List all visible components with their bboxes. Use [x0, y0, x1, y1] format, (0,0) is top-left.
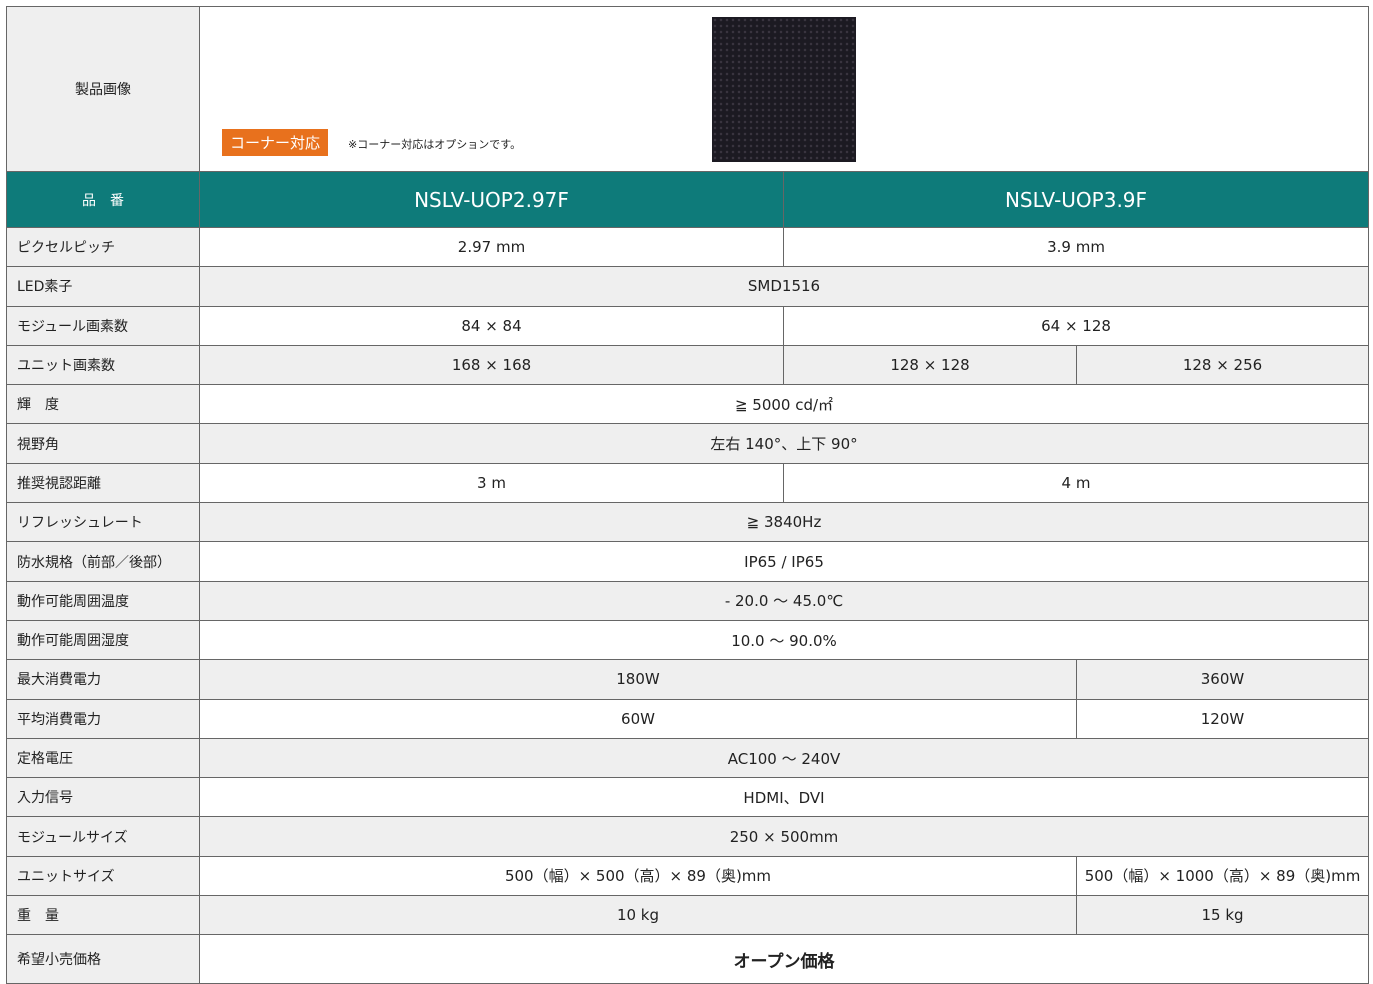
- spec-value: 60W: [199, 698, 1077, 739]
- spec-value: 120W: [1075, 698, 1370, 739]
- spec-row: 平均消費電力 60W 120W: [6, 698, 1370, 739]
- row-label: 動作可能周囲湿度: [6, 619, 200, 661]
- image-row: 製品画像 コーナー対応 ※コーナー対応はオプションです。: [6, 6, 1370, 172]
- spec-value: AC100 ～ 240V: [198, 737, 1370, 779]
- spec-row: 入力信号 HDMI、DVI: [6, 777, 1370, 818]
- spec-value: 168 × 168: [199, 344, 784, 386]
- spec-value: - 20.0 ～ 45.0℃: [198, 580, 1370, 621]
- spec-row: 輝 度 ≧ 5000 cd/㎡: [6, 384, 1370, 425]
- spec-value: 250 × 500mm: [198, 816, 1370, 857]
- spec-value: 360W: [1075, 659, 1370, 700]
- row-label: 定格電圧: [6, 737, 200, 779]
- spec-value: IP65 / IP65: [198, 541, 1370, 582]
- row-label: 視野角: [6, 423, 200, 464]
- corner-badge: コーナー対応: [222, 128, 329, 156]
- spec-row: 動作可能周囲温度 - 20.0 ～ 45.0℃: [6, 580, 1370, 621]
- spec-value: 左右 140°、上下 90°: [198, 423, 1370, 464]
- spec-value: オープン価格: [198, 934, 1370, 984]
- spec-row: LED素子 SMD1516: [6, 266, 1370, 307]
- header-row: 品 番 NSLV-UOP2.97F NSLV-UOP3.9F: [6, 171, 1370, 228]
- spec-value: 128 × 256: [1075, 344, 1370, 386]
- row-label: ユニットサイズ: [6, 855, 200, 897]
- row-label: 最大消費電力: [6, 659, 200, 700]
- spec-value: HDMI、DVI: [198, 777, 1370, 818]
- spec-value: 15 kg: [1075, 895, 1370, 936]
- spec-table: 製品画像 コーナー対応 ※コーナー対応はオプションです。 品 番 NSLV-UO…: [6, 6, 1370, 984]
- row-label: 防水規格（前部／後部）: [6, 541, 200, 582]
- spec-row: 希望小売価格 オープン価格: [6, 934, 1370, 984]
- table-body: 製品画像 コーナー対応 ※コーナー対応はオプションです。 品 番 NSLV-UO…: [6, 6, 1370, 984]
- spec-value: 84 × 84: [199, 305, 784, 346]
- spec-row: ユニット画素数 168 × 168 128 × 128 128 × 256: [6, 344, 1370, 386]
- spec-row: 動作可能周囲湿度 10.0 ～ 90.0%: [6, 619, 1370, 661]
- spec-value: 64 × 128: [782, 305, 1370, 346]
- spec-value: 10 kg: [199, 895, 1077, 936]
- spec-row: モジュール画素数 84 × 84 64 × 128: [6, 305, 1370, 346]
- row-label: ピクセルピッチ: [6, 226, 200, 268]
- spec-row: 定格電圧 AC100 ～ 240V: [6, 737, 1370, 779]
- spec-value: 500（幅）× 1000（高）× 89（奥)mm: [1075, 855, 1370, 897]
- row-label: モジュール画素数: [6, 305, 200, 346]
- spec-row: ピクセルピッチ 2.97 mm 3.9 mm: [6, 226, 1370, 268]
- row-label: LED素子: [6, 266, 200, 307]
- spec-value: 128 × 128: [783, 344, 1077, 386]
- row-label: リフレッシュレート: [6, 502, 200, 543]
- spec-value: 4 m: [782, 462, 1370, 504]
- model-name: NSLV-UOP2.97F: [199, 171, 784, 228]
- row-label: 希望小売価格: [6, 934, 200, 984]
- spec-row: リフレッシュレート ≧ 3840Hz: [6, 502, 1370, 543]
- row-label: 製品画像: [6, 6, 200, 172]
- image-cell: コーナー対応 ※コーナー対応はオプションです。: [198, 6, 1370, 172]
- spec-row: 視野角 左右 140°、上下 90°: [6, 423, 1370, 464]
- spec-value: 10.0 ～ 90.0%: [198, 619, 1370, 661]
- product-image: [712, 16, 856, 162]
- header-label: 品 番: [6, 171, 200, 228]
- spec-value: SMD1516: [198, 266, 1370, 307]
- spec-value: ≧ 3840Hz: [198, 502, 1370, 543]
- spec-value: 2.97 mm: [199, 226, 784, 268]
- row-label: 平均消費電力: [6, 698, 200, 739]
- spec-row: モジュールサイズ 250 × 500mm: [6, 816, 1370, 857]
- row-label: 入力信号: [6, 777, 200, 818]
- spec-row: 防水規格（前部／後部） IP65 / IP65: [6, 541, 1370, 582]
- spec-row: 重 量 10 kg 15 kg: [6, 895, 1370, 936]
- spec-value: 3 m: [199, 462, 784, 504]
- row-label: 推奨視認距離: [6, 462, 200, 504]
- model-name: NSLV-UOP3.9F: [782, 171, 1370, 228]
- row-label: 輝 度: [6, 384, 200, 425]
- row-label: ユニット画素数: [6, 344, 200, 386]
- image-area: コーナー対応 ※コーナー対応はオプションです。: [201, 8, 1368, 171]
- spec-value: 3.9 mm: [782, 226, 1370, 268]
- row-label: 重 量: [6, 895, 200, 936]
- spec-row: ユニットサイズ 500（幅）× 500（高）× 89（奥)mm 500（幅）× 10…: [6, 855, 1370, 897]
- spec-value: ≧ 5000 cd/㎡: [198, 384, 1370, 425]
- row-label: 動作可能周囲温度: [6, 580, 200, 621]
- corner-note: ※コーナー対応はオプションです。: [348, 137, 522, 151]
- row-label: モジュールサイズ: [6, 816, 200, 857]
- spec-value: 180W: [199, 659, 1077, 700]
- spec-row: 最大消費電力 180W 360W: [6, 659, 1370, 700]
- spec-value: 500（幅）× 500（高）× 89（奥)mm: [199, 855, 1077, 897]
